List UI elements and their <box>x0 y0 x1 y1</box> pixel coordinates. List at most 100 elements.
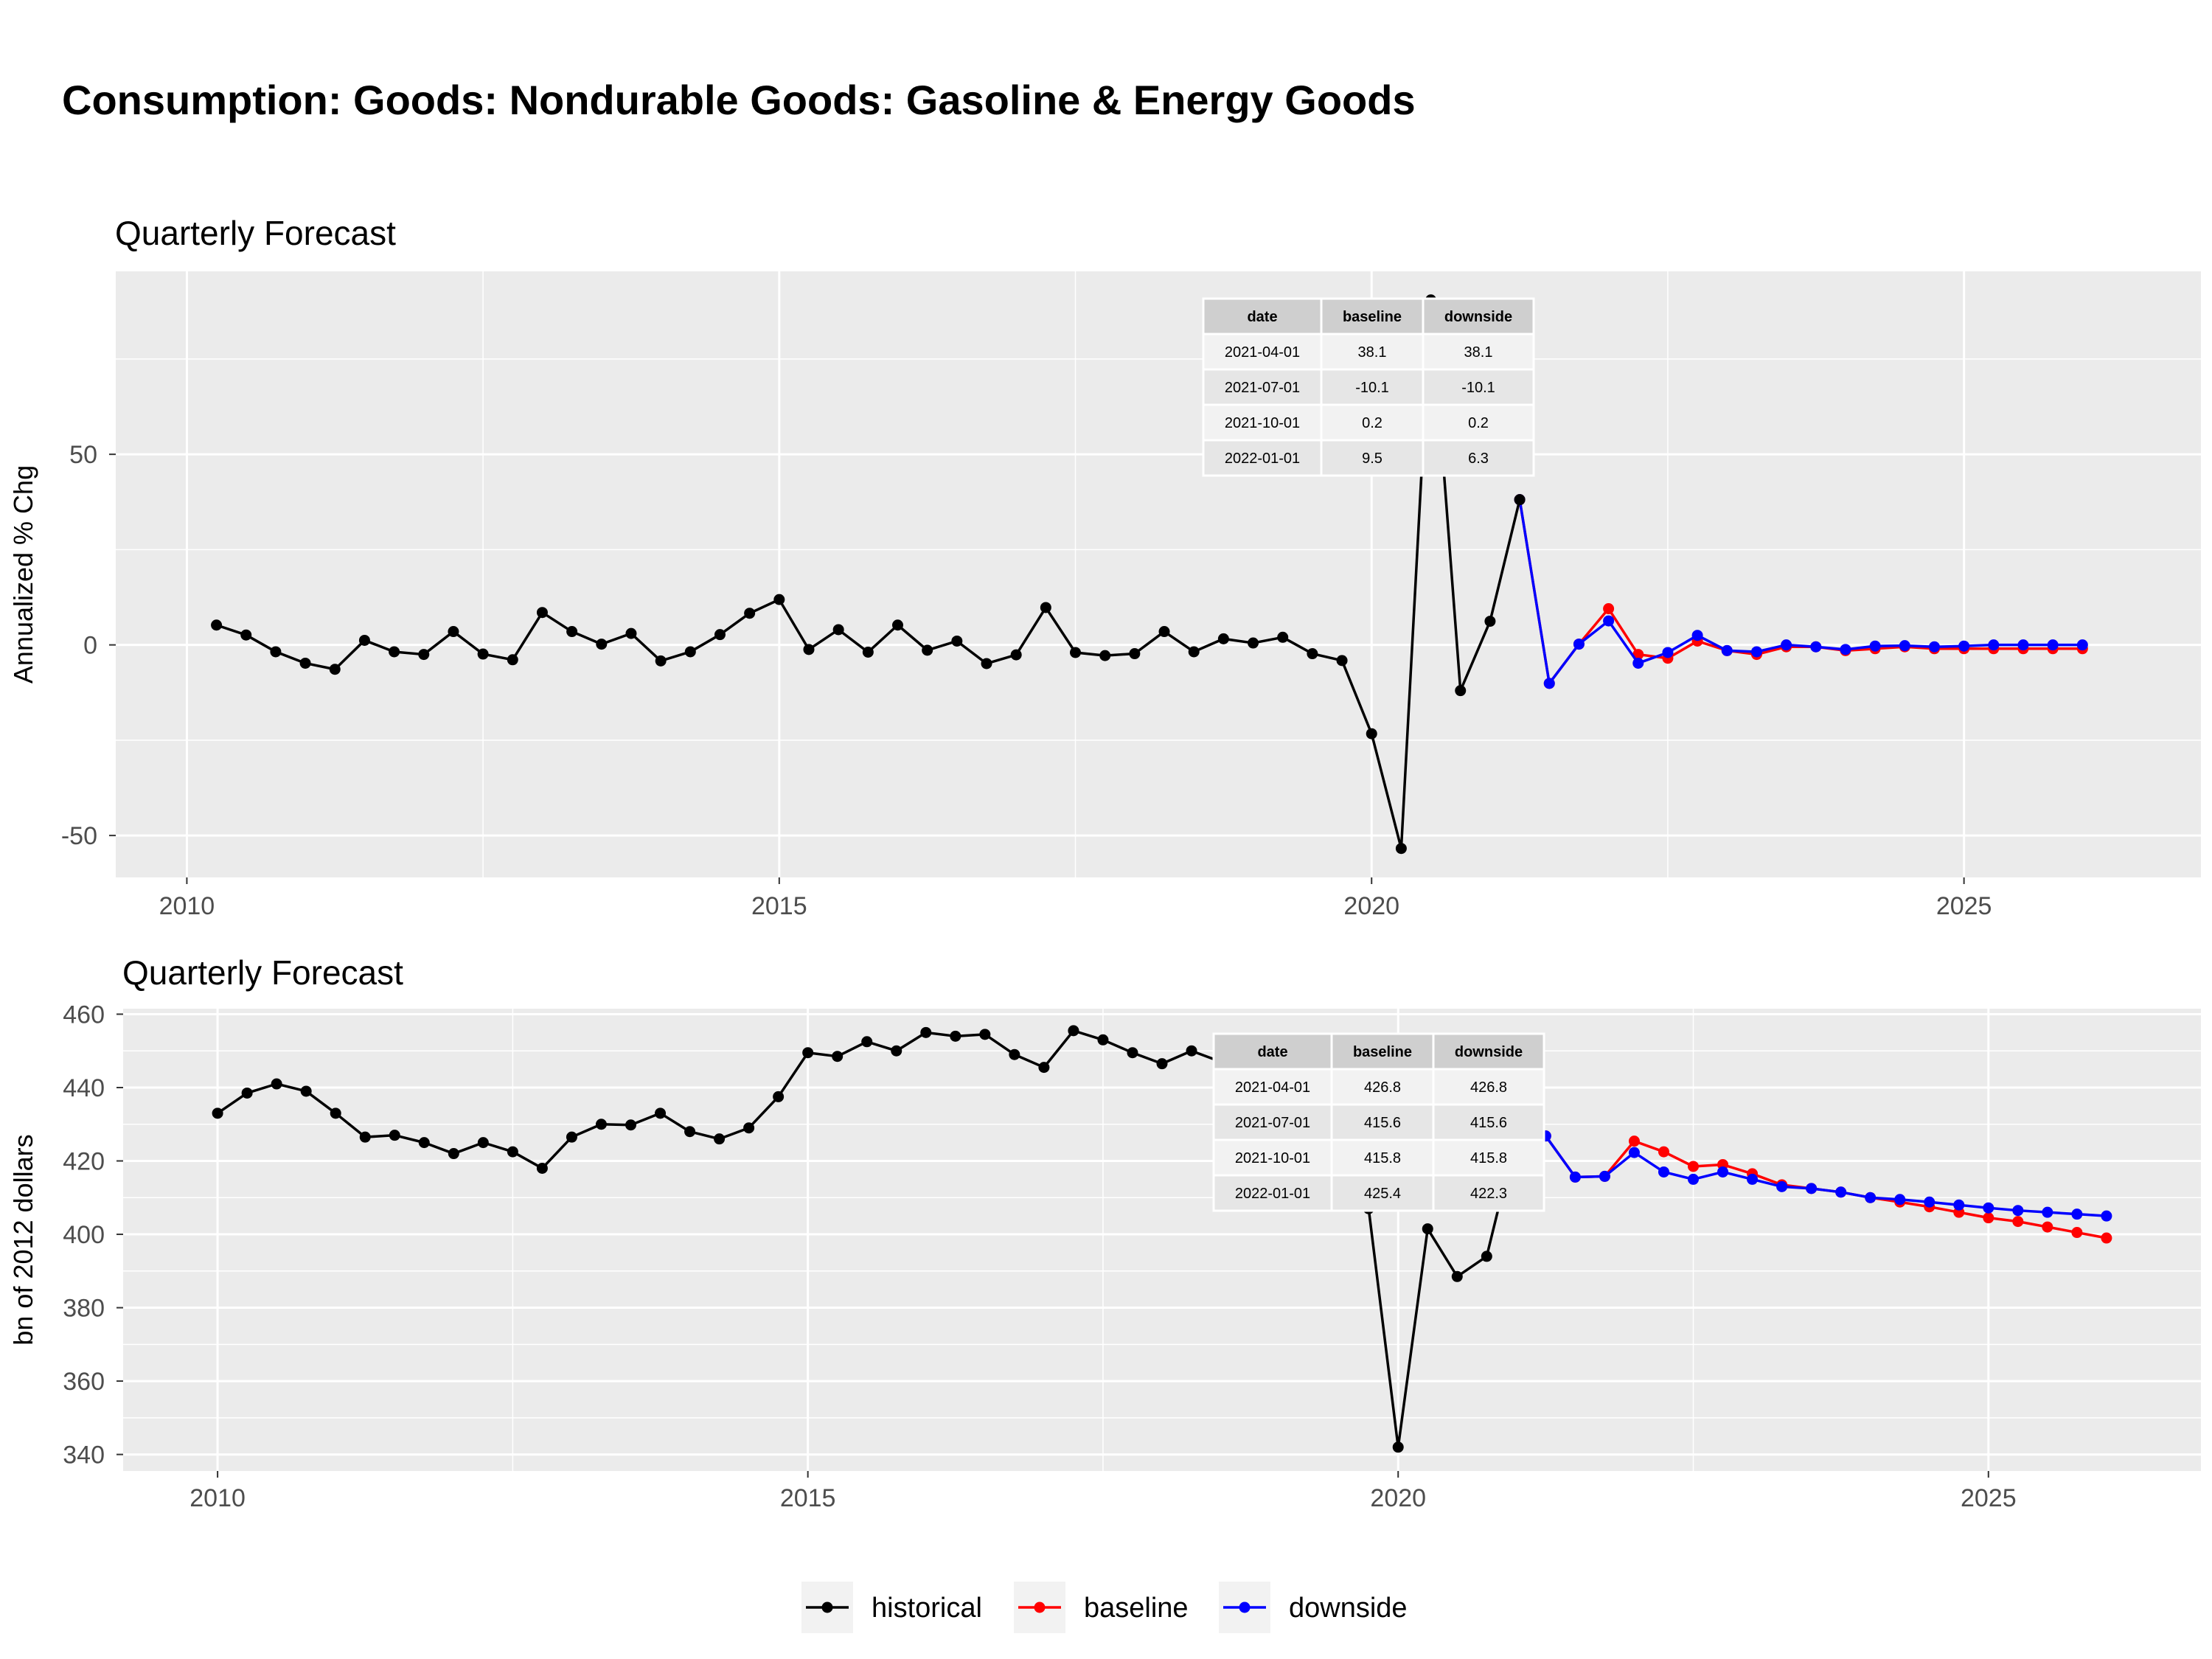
x-tick-label: 2010 <box>159 892 215 920</box>
table-cell-text: 2021-04-01 <box>1225 344 1300 361</box>
point-historical <box>922 644 933 656</box>
table-cell-text: 425.4 <box>1364 1186 1401 1202</box>
x-tick-label: 2020 <box>1370 1484 1426 1512</box>
point-historical <box>832 624 844 636</box>
point-historical <box>477 648 489 660</box>
point-historical <box>743 1122 755 1134</box>
point-historical <box>507 1146 518 1158</box>
point-historical <box>1097 1034 1109 1046</box>
point-historical <box>1514 494 1526 506</box>
table-cell-text: 2021-04-01 <box>1235 1079 1310 1096</box>
table-header-baseline: baseline <box>1353 1044 1412 1060</box>
point-downside <box>2012 1205 2024 1217</box>
table-cell-text: -10.1 <box>1461 380 1495 396</box>
point-historical <box>1188 646 1200 658</box>
point-baseline <box>1603 603 1615 615</box>
point-historical <box>1040 602 1051 613</box>
table-cell-text: 415.8 <box>1364 1150 1401 1166</box>
table-header-cell <box>1212 1032 1333 1071</box>
plot-background <box>116 271 2201 877</box>
point-downside <box>1691 630 1703 641</box>
point-downside <box>1899 640 1910 652</box>
table-header-downside: downside <box>1455 1044 1523 1060</box>
point-downside <box>1894 1194 1906 1206</box>
point-downside <box>1806 1183 1818 1194</box>
point-historical <box>477 1137 489 1149</box>
point-historical <box>802 1047 814 1059</box>
point-downside <box>2101 1210 2112 1222</box>
point-historical <box>920 1026 932 1038</box>
point-downside <box>1573 639 1585 650</box>
point-downside <box>1721 644 1733 656</box>
legend-label-downside: downside <box>1289 1593 1408 1624</box>
point-downside <box>1924 1196 1935 1208</box>
table-cell-text: 2021-07-01 <box>1225 380 1300 396</box>
main-title: Consumption: Goods: Nondurable Goods: Ga… <box>62 77 1416 123</box>
point-downside <box>1928 641 1940 653</box>
point-historical <box>773 594 785 605</box>
point-downside <box>1840 644 1851 655</box>
point-historical <box>655 1107 667 1119</box>
point-baseline <box>2042 1221 2053 1233</box>
point-downside <box>1747 1173 1759 1185</box>
point-baseline <box>2101 1232 2112 1244</box>
y-tick-label: 440 <box>63 1074 105 1102</box>
point-historical <box>951 635 963 647</box>
point-downside <box>1632 657 1644 669</box>
point-downside <box>1835 1186 1847 1198</box>
table-cell-text: 6.3 <box>1468 451 1489 467</box>
point-historical <box>1484 616 1496 627</box>
point-baseline <box>1658 1146 1669 1158</box>
point-historical <box>773 1091 785 1102</box>
table-cell-text: 422.3 <box>1470 1186 1507 1202</box>
table-cell-text: 0.2 <box>1468 415 1489 431</box>
point-historical <box>981 658 992 669</box>
point-historical <box>1099 650 1111 661</box>
plot-background <box>123 1009 2201 1471</box>
point-downside <box>1569 1171 1581 1183</box>
point-historical <box>1038 1062 1050 1074</box>
point-historical <box>211 619 223 631</box>
point-downside <box>1953 1199 1965 1211</box>
legend-label-baseline: baseline <box>1084 1593 1189 1624</box>
point-historical <box>655 655 667 667</box>
point-historical <box>1068 1025 1079 1037</box>
point-historical <box>300 1085 312 1097</box>
point-historical <box>536 607 548 619</box>
table-cell-text: 9.5 <box>1362 451 1382 467</box>
point-downside <box>1781 639 1792 651</box>
table-cell-text: 426.8 <box>1470 1079 1507 1096</box>
point-historical <box>714 1133 726 1145</box>
point-downside <box>1599 1170 1610 1182</box>
y-tick-label: 50 <box>69 441 97 469</box>
point-downside <box>2017 639 2029 651</box>
point-historical <box>359 1131 371 1143</box>
y-tick-label: 340 <box>63 1441 105 1470</box>
table-cell <box>1432 1068 1545 1106</box>
table-cell-text: 415.8 <box>1470 1150 1507 1166</box>
point-historical <box>329 664 341 675</box>
point-historical <box>1156 1058 1168 1070</box>
point-historical <box>803 644 815 655</box>
point-historical <box>625 1119 636 1131</box>
point-historical <box>299 657 311 669</box>
legend-label-historical: historical <box>872 1593 982 1624</box>
legend-key-point-baseline <box>1034 1601 1046 1613</box>
point-downside <box>1865 1192 1877 1203</box>
table-cell <box>1202 403 1323 442</box>
table-cell-text: 415.6 <box>1470 1115 1507 1131</box>
table-cell <box>1320 368 1425 406</box>
table-cell <box>1330 1068 1435 1106</box>
point-downside <box>1750 646 1762 658</box>
point-downside <box>2071 1208 2083 1220</box>
point-historical <box>1392 1441 1404 1453</box>
point-historical <box>1336 655 1348 667</box>
table-header-baseline: baseline <box>1343 309 1402 325</box>
point-downside <box>1958 640 1970 652</box>
table-cell <box>1212 1103 1333 1141</box>
table-header-date: date <box>1257 1044 1287 1060</box>
table-cell-text: 0.2 <box>1362 415 1382 431</box>
point-historical <box>714 629 726 641</box>
point-historical <box>1455 685 1467 697</box>
y-tick-label: -50 <box>61 822 97 850</box>
